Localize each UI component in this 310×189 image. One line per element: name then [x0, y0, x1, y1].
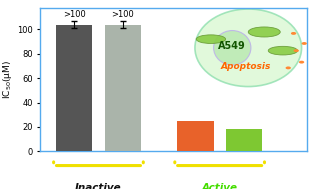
Text: >100: >100 [63, 10, 86, 19]
Text: >100: >100 [111, 10, 134, 19]
Y-axis label: IC$_{50}$(μM): IC$_{50}$(μM) [1, 60, 14, 99]
Text: Apoptosis: Apoptosis [220, 62, 271, 71]
Ellipse shape [195, 9, 302, 87]
Bar [56, 25, 92, 151]
Ellipse shape [214, 31, 251, 65]
Ellipse shape [248, 27, 280, 37]
Circle shape [302, 42, 307, 45]
Bar [177, 121, 214, 151]
Text: Active: Active [202, 183, 238, 189]
Circle shape [286, 67, 291, 69]
Circle shape [291, 32, 296, 35]
Bar [226, 129, 262, 151]
Circle shape [294, 49, 299, 52]
Circle shape [299, 61, 304, 64]
Text: A549: A549 [218, 41, 246, 51]
Text: Inactive: Inactive [75, 183, 122, 189]
Bar [104, 25, 141, 151]
Ellipse shape [268, 46, 298, 55]
Ellipse shape [196, 35, 226, 43]
